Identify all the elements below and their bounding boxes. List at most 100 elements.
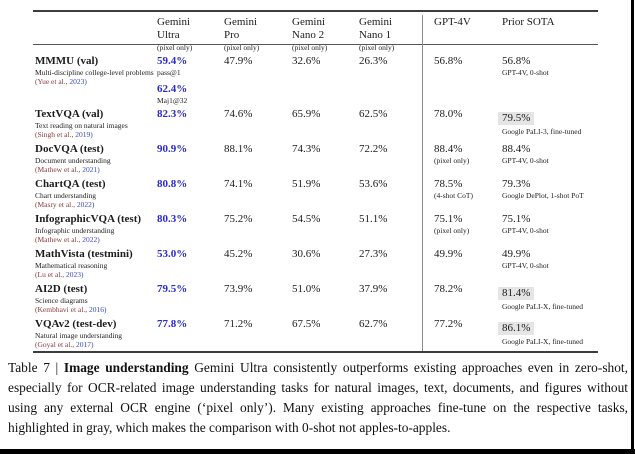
benchmark-label-cell: ChartQA (test) Chart understanding (Masry … <box>33 178 155 213</box>
citation-authors[interactable]: (Yue et al., <box>35 77 68 86</box>
prior-sota-method: GPT-4V, 0-shot <box>502 226 549 235</box>
column-note: (pixel only) <box>292 42 328 52</box>
gpt4v-score: 56.8% <box>434 55 463 67</box>
gemini-nano2-score-cell: 51.0% <box>290 283 357 318</box>
gpt4v-score: 78.5% <box>434 178 463 190</box>
prior-sota-method: GPT-4V, 0-shot <box>502 156 549 165</box>
gemini-nano1-score: 37.9% <box>359 283 388 295</box>
column-note: (pixel only) <box>224 42 260 52</box>
gemini-ultra-score: 80.8% <box>157 178 188 190</box>
prior-sota-cell: 88.4% GPT-4V, 0-shot <box>500 143 598 178</box>
citation-year[interactable]: 2022) <box>82 235 100 244</box>
gemini-ultra-cell: 80.8% <box>155 178 222 213</box>
benchmark-citation-link[interactable]: (Yue et al., 2023) <box>35 77 155 86</box>
citation-authors[interactable]: (Mathew et al., <box>35 235 81 244</box>
benchmark-citation-link[interactable]: (Mathew et al., 2022) <box>35 235 155 244</box>
benchmark-citation-link[interactable]: (Kembhavi et al., 2016) <box>35 305 155 314</box>
benchmark-label-cell: MathVista (testmini) Mathematical reasoni… <box>33 248 155 283</box>
benchmark-name: VQAv2 (test-dev) <box>35 318 117 330</box>
prior-sota-cell: 79.5% Google PaLI-3, fine-tuned <box>498 108 598 143</box>
benchmark-row: InfographicVQA (test) Infographic underst… <box>33 213 598 248</box>
column-title-line2: Pro <box>224 28 240 41</box>
header-cell: Gemini Nano 1 (pixel only) <box>357 16 432 53</box>
benchmark-citation-link[interactable]: (Singh et al., 2019) <box>35 130 155 139</box>
header-cell-empty <box>33 16 155 53</box>
gemini-nano2-score-cell: 74.3% <box>290 143 357 178</box>
citation-year[interactable]: 2022) <box>76 200 95 209</box>
gpt4v-score: 77.2% <box>434 318 463 330</box>
column-title-line1: GPT-4V <box>434 16 471 28</box>
citation-authors[interactable]: (Kembhavi et al., <box>35 305 88 314</box>
gemini-nano1-score: 51.1% <box>359 213 388 225</box>
page-border-bottom <box>0 449 635 454</box>
gemini-ultra-cell: 80.3% <box>155 213 222 248</box>
citation-year[interactable]: 2016) <box>88 305 107 314</box>
gemini-pro-score: 45.2% <box>224 248 253 260</box>
gpt4v-cell: 78.5% (4-shot CoT) <box>432 178 500 213</box>
benchmark-subtitle: Infographic understanding <box>35 226 115 235</box>
benchmark-citation-link[interactable]: (Mathew et al., 2021) <box>35 165 155 174</box>
benchmark-subtitle: Science diagrams <box>35 296 88 305</box>
gpt4v-score-note: (pixel only) <box>434 226 470 235</box>
citation-year[interactable]: 2017) <box>76 340 94 349</box>
gemini-nano1-score-cell: 62.7% <box>357 318 432 351</box>
table-header-row: Gemini Ultra (pixel only) Gemini Pro (pixel o… <box>33 16 598 53</box>
gemini-nano1-score-cell: 27.3% <box>357 248 432 283</box>
gemini-nano1-score-cell: 72.2% <box>357 143 432 178</box>
gemini-ultra-score: 59.4% <box>157 55 188 67</box>
prior-sota-score: 79.5% <box>498 112 535 125</box>
gemini-nano2-score-cell: 51.9% <box>290 178 357 213</box>
gemini-ultra-cell: 77.8% <box>155 318 222 351</box>
gemini-pro-score-cell: 75.2% <box>222 213 290 248</box>
gemini-pro-score: 74.6% <box>224 108 253 120</box>
gemini-pro-score-cell: 74.6% <box>222 108 290 143</box>
benchmark-citation-link[interactable]: (Lu et al., 2023) <box>35 270 155 279</box>
gemini-ultra-cell: 79.5% <box>155 283 222 318</box>
benchmark-subtitle: Text reading on natural images <box>35 121 128 130</box>
benchmark-subtitle: Chart understanding <box>35 191 97 200</box>
benchmark-citation-link[interactable]: (Masry et al., 2022) <box>35 200 155 209</box>
header-cell: Gemini Ultra (pixel only) <box>155 16 222 53</box>
gemini-ultra-score-2: 62.4% <box>157 83 188 95</box>
citation-year[interactable]: 2023) <box>66 270 84 279</box>
table-header-rule <box>33 44 598 45</box>
gemini-pro-score-cell: 71.2% <box>222 318 290 351</box>
citation-year[interactable]: 2019) <box>75 130 93 139</box>
citation-authors[interactable]: (Mathew et al., <box>35 165 81 174</box>
citation-authors[interactable]: (Lu et al., <box>35 270 65 279</box>
benchmark-name: DocVQA (test) <box>35 143 104 155</box>
prior-sota-cell: 75.1% GPT-4V, 0-shot <box>500 213 598 248</box>
gemini-ultra-score: 77.8% <box>157 318 188 330</box>
benchmark-subtitle: Multi-discipline college-level problems <box>35 68 154 77</box>
citation-authors[interactable]: (Singh et al., <box>35 130 74 139</box>
gemini-nano2-score-cell: 65.9% <box>290 108 357 143</box>
gpt4v-cell: 78.2% <box>432 283 500 318</box>
prior-sota-method: Google PaLI-X, fine-tuned <box>502 302 584 311</box>
gpt4v-cell: 77.2% <box>432 318 500 351</box>
column-divider-line <box>422 15 423 351</box>
gemini-ultra-cell: 90.9% <box>155 143 222 178</box>
gemini-nano1-score: 72.2% <box>359 143 388 155</box>
gemini-pro-score: 73.9% <box>224 283 253 295</box>
prior-sota-method: Google DePlot, 1-shot PoT <box>502 191 584 200</box>
column-title-line1: Gemini <box>157 16 190 28</box>
gpt4v-cell: 75.1% (pixel only) <box>432 213 500 248</box>
citation-year[interactable]: 2023) <box>69 77 87 86</box>
citation-authors[interactable]: (Masry et al., <box>35 200 75 209</box>
gemini-ultra-cell: 59.4% pass@1 62.4% Maj1@32 <box>155 55 222 108</box>
citation-authors[interactable]: (Goyal et al., <box>35 340 75 349</box>
citation-year[interactable]: 2021) <box>82 165 100 174</box>
prior-sota-cell: 86.1% Google PaLI-X, fine-tuned <box>498 318 598 351</box>
prior-sota-score: 88.4% <box>502 143 531 155</box>
gpt4v-score: 78.2% <box>434 283 463 295</box>
benchmark-label-cell: TextVQA (val) Text reading on natural ima… <box>33 108 155 143</box>
benchmark-name: AI2D (test) <box>35 283 88 295</box>
gemini-pro-score: 74.1% <box>224 178 253 190</box>
benchmark-citation-link[interactable]: (Goyal et al., 2017) <box>35 340 155 349</box>
gpt4v-score: 78.0% <box>434 108 463 120</box>
gemini-ultra-score: 82.3% <box>157 108 188 120</box>
prior-sota-method: GPT-4V, 0-shot <box>502 261 549 270</box>
gpt4v-score: 88.4% <box>434 143 463 155</box>
gpt4v-cell: 56.8% <box>432 55 500 108</box>
